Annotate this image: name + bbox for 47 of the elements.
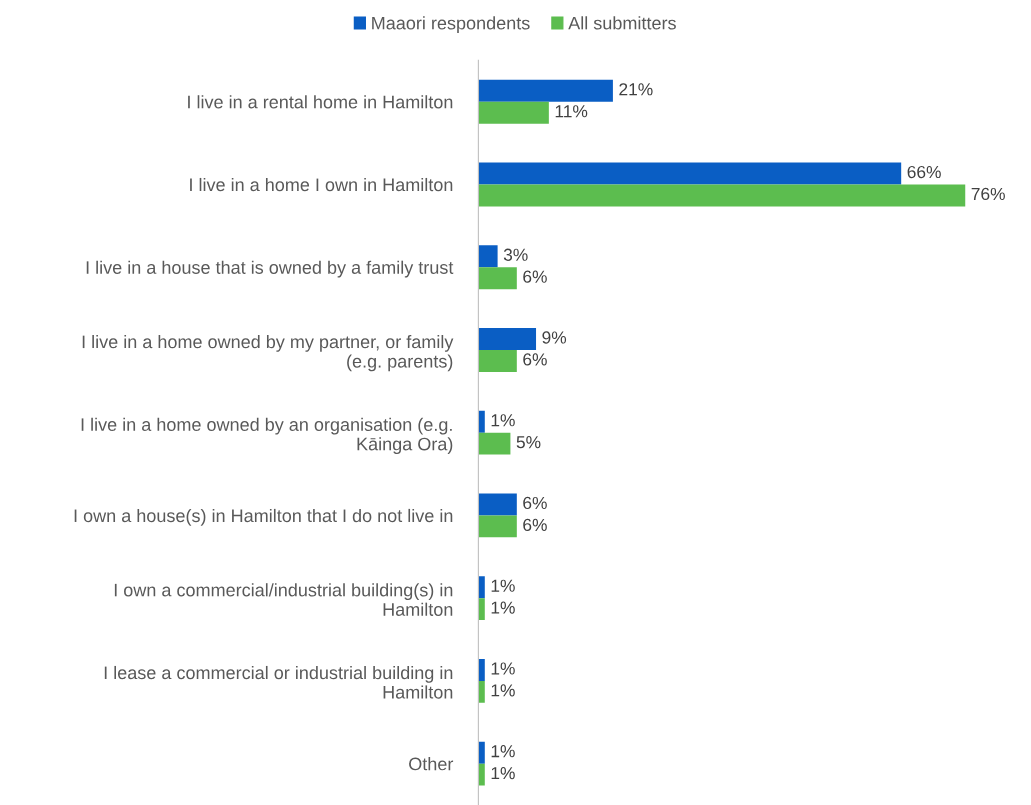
data-label: 1% xyxy=(491,745,515,758)
y-tick-label: Other xyxy=(409,757,454,771)
data-label: 6% xyxy=(523,353,547,366)
y-tick-label: I own a house(s) in Hamilton that I do not live in xyxy=(74,508,453,526)
y-tick-label: I live in a home owned by an organisation (e.g. Kāinga Ora) xyxy=(81,417,453,455)
y-tick-label: I lease a commercial or industrial building in Hamilton xyxy=(104,665,453,699)
bar xyxy=(478,763,485,786)
y-tick-label: I live in a home owned by my partner, or family (e.g. parents) xyxy=(82,334,454,372)
data-label: 6% xyxy=(523,496,547,510)
bar xyxy=(478,328,537,350)
data-label: 1% xyxy=(491,767,515,780)
data-label: 9% xyxy=(542,331,567,344)
bar xyxy=(478,432,511,455)
bar xyxy=(478,658,485,681)
data-label: 3% xyxy=(503,248,528,261)
bar xyxy=(478,267,517,290)
data-label: 66% xyxy=(907,165,941,179)
data-label: 1% xyxy=(491,662,515,675)
legend-label: Maaori respondents xyxy=(372,16,530,34)
bar xyxy=(478,184,966,207)
data-label: 21% xyxy=(619,83,653,96)
data-label: 1% xyxy=(491,579,515,592)
data-label: 6% xyxy=(523,270,547,283)
legend-label: All submitters xyxy=(568,16,676,30)
y-tick-label: I live in a house that is owned by a family trust xyxy=(86,260,454,278)
bar xyxy=(478,162,902,185)
bar xyxy=(478,741,485,764)
data-label: 11% xyxy=(555,105,588,118)
bar xyxy=(478,576,485,599)
data-label: 1% xyxy=(491,601,515,614)
data-label: 76% xyxy=(971,187,1005,201)
data-label: 6% xyxy=(523,518,547,532)
bar xyxy=(478,493,517,516)
data-label: 1% xyxy=(491,414,515,427)
bar xyxy=(478,515,517,538)
bar xyxy=(478,245,498,268)
y-tick-label: I live in a home I own in Hamilton xyxy=(190,177,453,192)
bar xyxy=(478,349,517,372)
y-tick-label: I live in a rental home in Hamilton xyxy=(188,95,453,109)
bar xyxy=(478,598,485,621)
y-tick-label: I own a commercial/industrial building(s) in Hamilton xyxy=(114,583,453,616)
data-label: 5% xyxy=(516,436,541,449)
bar xyxy=(478,101,549,124)
data-label: 1% xyxy=(491,684,515,697)
bar xyxy=(478,410,485,433)
bar xyxy=(478,79,613,102)
bar xyxy=(478,680,485,703)
